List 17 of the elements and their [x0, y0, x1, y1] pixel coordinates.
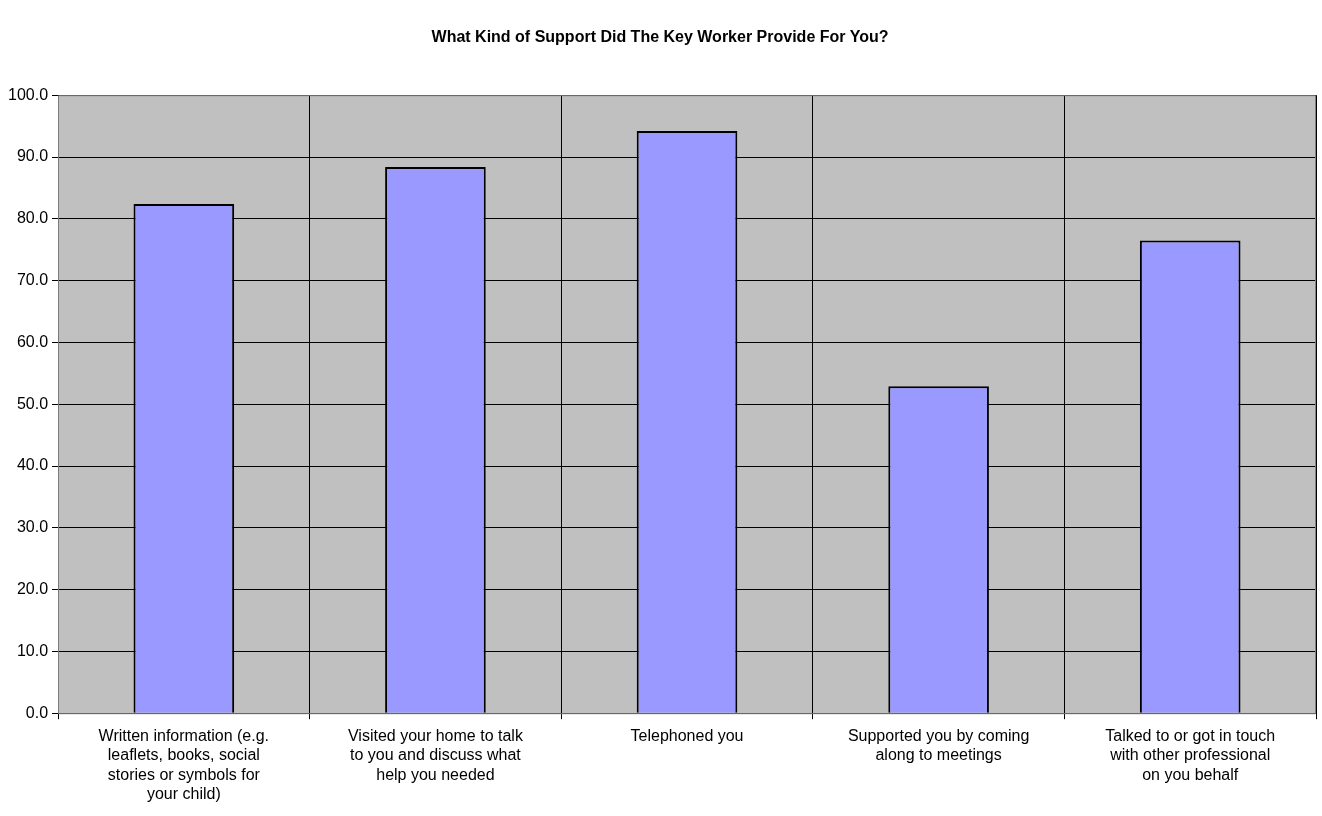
y-tick-label: 60.0 — [16, 332, 49, 350]
y-tick-label: 40.0 — [16, 456, 49, 474]
y-tick-label: 0.0 — [25, 703, 49, 721]
y-tick-label: 50.0 — [16, 394, 49, 412]
y-tick-label: 10.0 — [16, 641, 49, 659]
x-tick-label: Visited your home to talk to you and discuss what help you needed — [347, 727, 524, 783]
y-tick-label: 100.0 — [7, 85, 49, 103]
x-tick-label: Telephoned you — [630, 727, 744, 745]
x-tick-label: Talked to or got in touch with other professional on you behalf — [1105, 727, 1276, 783]
x-tick-label: Supported you by coming along to meetings — [847, 727, 1030, 764]
y-tick-label: 70.0 — [16, 271, 49, 289]
y-tick-label: 80.0 — [16, 209, 49, 227]
y-tick-label: 30.0 — [16, 518, 49, 536]
chart-title: What Kind of Support Did The Key Worker Provide For You? — [431, 28, 889, 46]
y-tick-label: 90.0 — [16, 147, 49, 165]
y-tick-label: 20.0 — [16, 580, 49, 598]
x-tick-label: Written information (e.g. leaflets, books, social stories or symbols for your child) — [98, 727, 270, 802]
